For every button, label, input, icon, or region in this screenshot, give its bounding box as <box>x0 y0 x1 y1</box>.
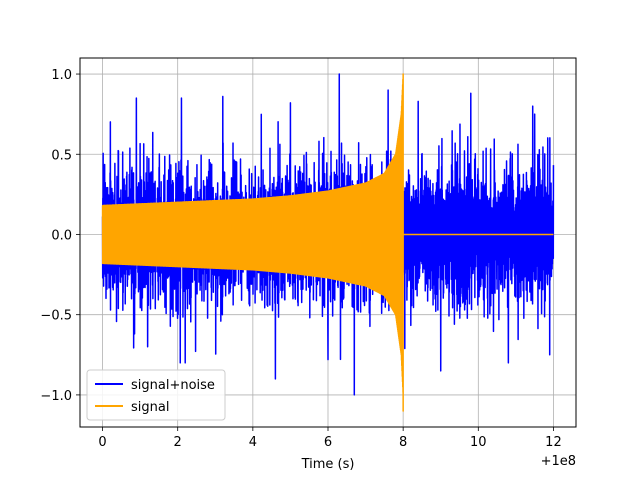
x-axis-label: Time (s) <box>301 457 355 472</box>
y-tick-label-0: −1.0 <box>40 389 72 404</box>
y-tick-label-1: −0.5 <box>40 309 72 324</box>
x-tick-label-2: 4 <box>249 435 257 450</box>
x-axis-offset-label: +1e8 <box>541 454 576 469</box>
legend-box <box>86 369 226 421</box>
x-tick-label-6: 12 <box>545 435 562 450</box>
legend-label-signal-noise: signal+noise <box>131 378 215 393</box>
series-signal-noise-line <box>101 73 555 396</box>
legend: signal+noise signal <box>86 369 226 421</box>
y-tick-label-4: 1.0 <box>51 68 72 83</box>
x-tick-label-3: 6 <box>324 435 332 450</box>
x-tick-label-0: 0 <box>98 435 106 450</box>
x-tick-label-1: 2 <box>174 435 182 450</box>
x-tick-label-4: 8 <box>399 435 407 450</box>
series-layer <box>101 73 555 412</box>
legend-label-signal: signal <box>131 400 169 415</box>
y-tick-label-2: 0.0 <box>51 228 72 243</box>
ticks: 0 2 4 6 8 10 12 −1.0 −0.5 0.0 0.5 1.0 <box>40 68 561 450</box>
x-tick-label-5: 10 <box>470 435 487 450</box>
series-signal-line <box>101 73 554 412</box>
y-tick-label-3: 0.5 <box>51 148 72 163</box>
